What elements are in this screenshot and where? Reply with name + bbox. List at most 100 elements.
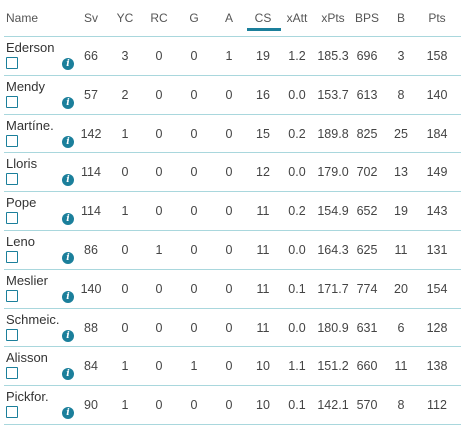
cell-xpts: 154.9	[317, 204, 349, 219]
column-header-a[interactable]: A	[224, 11, 233, 25]
info-icon[interactable]: i	[62, 174, 74, 187]
cell-pts: 184	[426, 126, 448, 141]
table-row: Pickfor. i 90 1 0 0 0 10 0.1 142.1 570 8 112	[0, 385, 461, 423]
checkbox-icon[interactable]	[6, 251, 18, 263]
column-header-name[interactable]: Name	[6, 11, 39, 25]
info-icon[interactable]: i	[62, 329, 74, 342]
cell-b: 25	[394, 126, 408, 141]
checkbox-icon[interactable]	[6, 134, 18, 147]
table-row: Schmeic. i 88 0 0 0 0 11 0.0 180.9 631 6 128	[0, 307, 461, 346]
player-name: Alisson	[6, 350, 48, 366]
checkbox-icon[interactable]	[6, 173, 18, 186]
cell-sv: 140	[80, 281, 102, 296]
cell-rc: 0	[155, 87, 163, 102]
column-header-yc[interactable]: YC	[116, 11, 134, 25]
checkbox-icon[interactable]	[6, 57, 18, 69]
info-icon[interactable]: i	[62, 407, 74, 420]
cell-xpts: 171.7	[317, 281, 349, 296]
cell-bps: 825	[356, 126, 378, 141]
cell-sv: 66	[84, 49, 98, 63]
cell-xatt: 0.1	[288, 398, 306, 413]
cell-xatt: 0.2	[288, 204, 306, 219]
column-header-rc[interactable]: RC	[150, 11, 168, 25]
checkbox-icon[interactable]	[6, 328, 18, 341]
cell-rc: 0	[155, 398, 163, 413]
column-header-b[interactable]: B	[396, 11, 405, 25]
table-row: Lloris i 114 0 0 0 0 12 0.0 179.0 702 13 149	[0, 152, 461, 190]
info-icon[interactable]: i	[62, 290, 74, 303]
cell-sv: 84	[84, 359, 98, 374]
cell-rc: 0	[155, 126, 163, 141]
checkbox-icon[interactable]	[6, 406, 18, 419]
cell-yc: 0	[121, 165, 129, 180]
cell-cs: 15	[256, 126, 270, 141]
checkbox-icon[interactable]	[6, 367, 18, 380]
cell-g: 0	[190, 49, 198, 63]
table-row: Mendy i 57 2 0 0 0 16 0.0 153.7 613 8 140	[0, 74, 461, 113]
cell-bps: 660	[356, 359, 378, 374]
cell-xatt: 1.2	[288, 49, 306, 63]
cell-g: 0	[190, 320, 198, 335]
cell-pts: 158	[426, 49, 448, 63]
cell-yc: 0	[121, 320, 129, 335]
cell-xpts: 151.2	[317, 359, 349, 374]
column-header-g[interactable]: G	[189, 11, 199, 25]
cell-b: 8	[397, 398, 405, 413]
sort-indicator	[247, 28, 281, 31]
cell-cs: 11	[256, 320, 270, 335]
cell-g: 1	[190, 359, 198, 374]
table-bottom-divider	[4, 424, 461, 425]
row-divider	[4, 385, 461, 387]
cell-rc: 0	[155, 320, 163, 335]
info-icon[interactable]: i	[62, 213, 74, 226]
row-divider	[4, 230, 461, 231]
cell-b: 13	[394, 165, 408, 180]
checkbox-icon[interactable]	[6, 289, 18, 302]
cell-pts: 154	[426, 281, 448, 296]
column-header-xatt[interactable]: xAtt	[286, 11, 308, 25]
cell-a: 0	[225, 243, 233, 257]
info-icon[interactable]: i	[62, 368, 74, 381]
info-icon[interactable]: i	[62, 135, 74, 148]
cell-g: 0	[190, 281, 198, 296]
cell-g: 0	[190, 204, 198, 219]
cell-a: 0	[225, 359, 233, 374]
player-name: Pope	[6, 195, 37, 211]
cell-g: 0	[190, 165, 198, 180]
cell-bps: 625	[356, 243, 378, 257]
cell-xatt: 0.0	[288, 87, 306, 102]
cell-yc: 0	[121, 243, 129, 257]
info-icon[interactable]: i	[62, 58, 74, 70]
checkbox-icon[interactable]	[6, 95, 18, 108]
cell-b: 11	[394, 359, 408, 374]
cell-b: 20	[394, 281, 408, 296]
cell-cs: 11	[256, 243, 270, 257]
player-name: Ederson	[6, 40, 55, 55]
info-icon[interactable]: i	[62, 252, 74, 264]
cell-pts: 143	[426, 204, 448, 219]
checkbox-icon[interactable]	[6, 212, 18, 225]
cell-bps: 696	[356, 49, 378, 63]
cell-xatt: 0.2	[288, 126, 306, 141]
cell-g: 0	[190, 398, 198, 413]
row-divider	[4, 74, 461, 76]
cell-sv: 88	[84, 320, 98, 335]
player-name: Leno	[6, 234, 35, 249]
column-header-bps[interactable]: BPS	[354, 11, 379, 25]
column-header-cs[interactable]: CS	[254, 11, 272, 25]
column-header-xpts[interactable]: xPts	[321, 11, 345, 25]
cell-cs: 11	[256, 281, 270, 296]
cell-cs: 19	[256, 49, 270, 63]
cell-b: 19	[394, 204, 408, 219]
row-divider	[4, 346, 461, 348]
table-row: Pope i 114 1 0 0 0 11 0.2 154.9 652 19 143	[0, 191, 461, 229]
column-header-pts[interactable]: Pts	[428, 11, 446, 25]
column-header-sv[interactable]: Sv	[83, 11, 98, 25]
cell-rc: 1	[155, 243, 163, 257]
cell-sv: 114	[81, 165, 101, 180]
info-icon[interactable]: i	[62, 96, 74, 109]
cell-yc: 0	[121, 281, 129, 296]
cell-b: 3	[397, 49, 405, 63]
cell-a: 0	[225, 398, 233, 413]
cell-bps: 613	[356, 87, 378, 102]
